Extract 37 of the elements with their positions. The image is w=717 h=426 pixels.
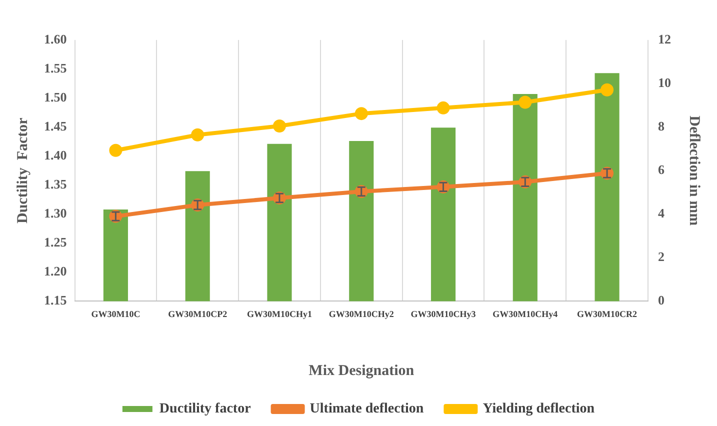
- y2-tick-label: 10: [658, 74, 671, 90]
- y-tick-label: 1.60: [44, 31, 67, 46]
- y2-axis-title: Deflection in mm: [686, 116, 702, 226]
- x-tick-label: GW30M10CHy2: [328, 308, 394, 319]
- y-tick-label: 1.40: [44, 147, 67, 162]
- x-tick-label: GW30M10CHy4: [492, 308, 558, 319]
- point: [109, 144, 122, 157]
- y-tick-label: 1.45: [44, 118, 68, 134]
- y-tick-label: 1.50: [44, 89, 67, 104]
- y-tick-label: 1.20: [44, 264, 67, 279]
- x-tick-label: GW30M10CHy1: [246, 308, 312, 319]
- legend-label: Yielding deflection: [482, 402, 595, 417]
- point: [191, 128, 204, 142]
- y2-tick-label: 6: [658, 162, 665, 177]
- y-axis-title: Ductility Factor: [14, 117, 31, 224]
- point: [354, 107, 368, 120]
- y2-tick-label: 8: [658, 118, 665, 134]
- y-tick-label: 1.15: [44, 292, 68, 308]
- y-tick-label: 1.35: [44, 176, 68, 192]
- y2-tick-label: 4: [658, 205, 665, 220]
- y2-tick-label: 0: [658, 292, 664, 308]
- x-axis-title: Mix Designation: [308, 362, 415, 379]
- point: [518, 96, 532, 109]
- legend-label: Ductility factor: [159, 402, 251, 417]
- x-tick-label: GW30M10CR2: [577, 308, 638, 319]
- x-tick-label: GW30M10CP2: [168, 308, 228, 319]
- x-tick-label: GW30M10C: [91, 308, 140, 319]
- y-tick-label: 1.25: [44, 234, 68, 250]
- x-tick-label: GW30M10CHy3: [410, 308, 476, 319]
- y2-tick-label: 12: [658, 31, 671, 46]
- y2-tick-label: 2: [658, 249, 664, 264]
- legend-label: Ultimate deflection: [310, 402, 424, 417]
- y-tick-label: 1.55: [44, 60, 68, 76]
- point: [272, 119, 286, 132]
- y-tick-label: 1.30: [44, 205, 67, 220]
- point: [600, 83, 614, 96]
- point: [436, 101, 450, 114]
